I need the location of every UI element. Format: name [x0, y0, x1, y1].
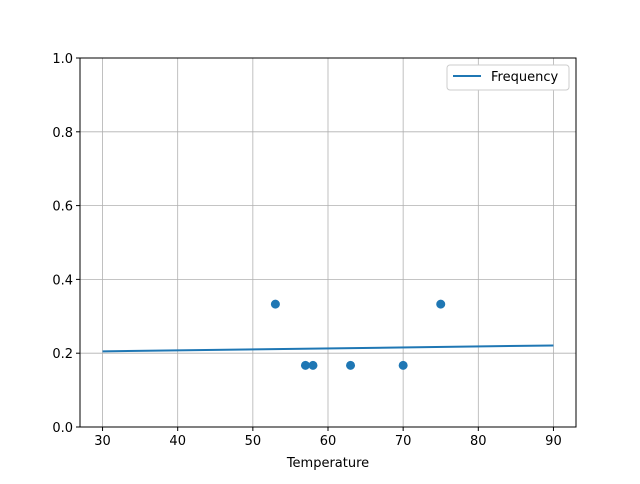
marks [102, 299, 554, 370]
y-tick-label: 0.4 [52, 273, 73, 288]
x-tick-label: 40 [169, 434, 186, 449]
legend: Frequency [446, 64, 570, 91]
y-tick-label: 0.0 [52, 421, 73, 436]
x-tick-label: 80 [470, 434, 487, 449]
y-tick-label: 0.8 [52, 126, 73, 141]
scatter-point [308, 360, 318, 370]
legend-box [446, 64, 570, 91]
scatter-point [300, 360, 310, 370]
x-tick-label: 70 [395, 434, 412, 449]
scatter-point [270, 299, 280, 309]
series-line-frequency [102, 344, 554, 353]
x-tick-label: 60 [320, 434, 337, 449]
ticks: 30 40 50 60 70 80 90 0.0 0.2 0.4 0.6 0.8 1.0 [52, 52, 561, 449]
x-tick-label: 50 [245, 434, 262, 449]
legend-label: Frequency [491, 70, 558, 85]
y-tick-label: 0.6 [52, 200, 73, 215]
x-axis-label: Temperature [286, 456, 369, 471]
scatter-point [346, 360, 356, 370]
scatter-point [436, 299, 446, 309]
scatter-point [398, 360, 408, 370]
x-tick-label: 90 [545, 434, 562, 449]
grid [80, 57, 576, 428]
x-tick-label: 30 [94, 434, 111, 449]
y-tick-label: 1.0 [52, 52, 73, 67]
y-tick-label: 0.2 [52, 347, 73, 362]
